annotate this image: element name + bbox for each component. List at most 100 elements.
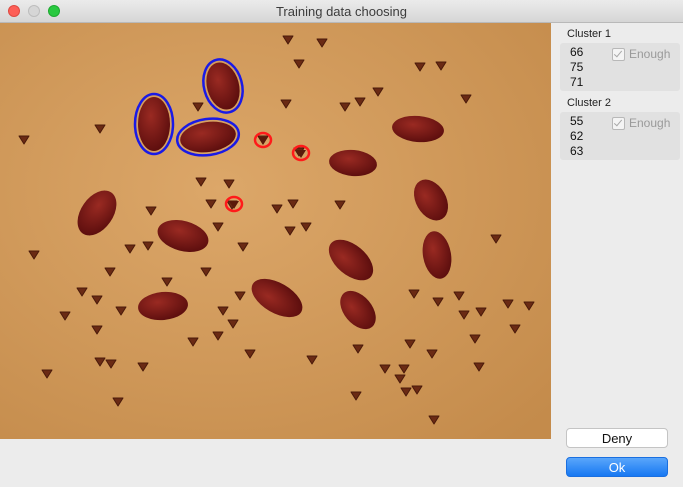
buckwheat-seed: [502, 299, 514, 309]
buckwheat-seed: [41, 369, 53, 379]
cluster-1-enough-label: Enough: [629, 47, 671, 61]
buckwheat-seed: [112, 397, 124, 407]
buckwheat-seed: [229, 201, 239, 209]
buckwheat-seed: [18, 135, 30, 145]
buckwheat-seed: [400, 387, 412, 397]
buckwheat-seed: [192, 102, 204, 112]
buckwheat-seed: [195, 177, 207, 187]
buckwheat-seed: [94, 357, 106, 367]
kidney-bean: [413, 179, 449, 221]
buckwheat-seed: [372, 87, 384, 97]
training-image-canvas[interactable]: [0, 23, 551, 439]
kidney-bean: [77, 190, 117, 236]
cluster-1-outline: [133, 92, 175, 156]
buckwheat-seed: [76, 287, 88, 297]
cluster-1-outline: [202, 58, 244, 114]
buckwheat-seed: [460, 94, 472, 104]
buckwheat-seed: [271, 204, 283, 214]
buckwheat-seed: [59, 311, 71, 321]
buckwheat-seed: [287, 199, 299, 209]
cluster-2-outline: [224, 195, 244, 213]
minimize-window-button[interactable]: [28, 5, 40, 17]
cluster-2-title: Cluster 2: [567, 97, 612, 109]
cluster-1-title: Cluster 1: [567, 28, 612, 40]
buckwheat-seed: [306, 355, 318, 365]
cluster-2-count: 55: [570, 114, 584, 128]
buckwheat-seed: [94, 124, 106, 134]
kidney-bean: [392, 115, 444, 143]
buckwheat-seed: [258, 137, 268, 145]
buckwheat-seed: [293, 59, 305, 69]
kidney-bean: [422, 231, 452, 279]
buckwheat-seed: [426, 349, 438, 359]
cluster-1-count: 66: [570, 45, 584, 59]
buckwheat-seed: [509, 324, 521, 334]
cluster-1-count: 71: [570, 75, 584, 89]
zoom-window-button[interactable]: [48, 5, 60, 17]
buckwheat-seed: [334, 200, 346, 210]
kidney-bean: [138, 97, 170, 151]
ok-button[interactable]: Ok: [566, 457, 668, 477]
kidney-bean: [251, 278, 303, 318]
buckwheat-seed: [91, 295, 103, 305]
cluster-1-panel: Cluster 1 66 75 71 Enough: [560, 28, 680, 91]
buckwheat-seed: [428, 415, 440, 425]
bean-group: [77, 62, 452, 330]
cluster-1-outline: [175, 117, 241, 157]
buckwheat-seed: [137, 362, 149, 372]
buckwheat-seed: [161, 277, 173, 287]
kidney-bean: [206, 62, 240, 110]
buckwheat-seed: [212, 331, 224, 341]
window-title: Training data choosing: [275, 4, 408, 19]
cluster-1-counts: 66 75 71: [570, 45, 583, 90]
checkmark-icon: [612, 47, 625, 61]
buckwheat-seed: [145, 206, 157, 216]
buckwheat-seed: [435, 61, 447, 71]
title-bar: Training data choosing: [0, 0, 683, 23]
cluster-1-enough-checkbox[interactable]: Enough: [612, 47, 670, 61]
buckwheat-seed: [124, 244, 136, 254]
buckwheat-seed: [284, 226, 296, 236]
buckwheat-seed: [234, 291, 246, 301]
buckwheat-seed: [469, 334, 481, 344]
kidney-bean: [328, 239, 374, 281]
buckwheat-seed: [205, 199, 217, 209]
deny-button[interactable]: Deny: [566, 428, 668, 448]
buckwheat-seed: [217, 306, 229, 316]
buckwheat-seed: [432, 297, 444, 307]
buckwheat-seed: [490, 234, 502, 244]
buckwheat-seed: [394, 374, 406, 384]
buckwheat-seed: [350, 391, 362, 401]
selection-outlines: [133, 58, 311, 213]
buckwheat-seed: [404, 339, 416, 349]
cluster-2-enough-checkbox[interactable]: Enough: [612, 116, 670, 130]
bean-photo[interactable]: [0, 23, 551, 439]
close-window-button[interactable]: [8, 5, 20, 17]
buckwheat-seed: [398, 364, 410, 374]
buckwheat-seed: [300, 222, 312, 232]
buckwheat-seed: [212, 222, 224, 232]
buckwheat-seed: [200, 267, 212, 277]
buckwheat-seed: [473, 362, 485, 372]
kidney-bean: [180, 121, 236, 153]
cluster-2-outline: [291, 144, 311, 162]
buckwheat-seed: [105, 359, 117, 369]
cluster-2-counts: 55 62 63: [570, 114, 583, 159]
cluster-2-panel: Cluster 2 55 62 63 Enough: [560, 97, 680, 160]
buckwheat-seed: [244, 349, 256, 359]
buckwheat-seed: [237, 242, 249, 252]
buckwheat-seed: [379, 364, 391, 374]
buckwheat-seed: [411, 385, 423, 395]
buckwheat-seed: [453, 291, 465, 301]
kidney-bean: [138, 291, 188, 321]
buckwheat-seed: [28, 250, 40, 260]
buckwheat-seed: [282, 35, 294, 45]
buckwheat-seed: [187, 337, 199, 347]
buckwheat-seed: [408, 289, 420, 299]
buckwheat-seed: [523, 301, 535, 311]
cluster-2-enough-label: Enough: [629, 116, 671, 130]
cluster-1-box: 66 75 71 Enough: [560, 43, 680, 91]
cluster-2-count: 62: [570, 129, 584, 143]
cluster-1-count: 75: [570, 60, 584, 74]
